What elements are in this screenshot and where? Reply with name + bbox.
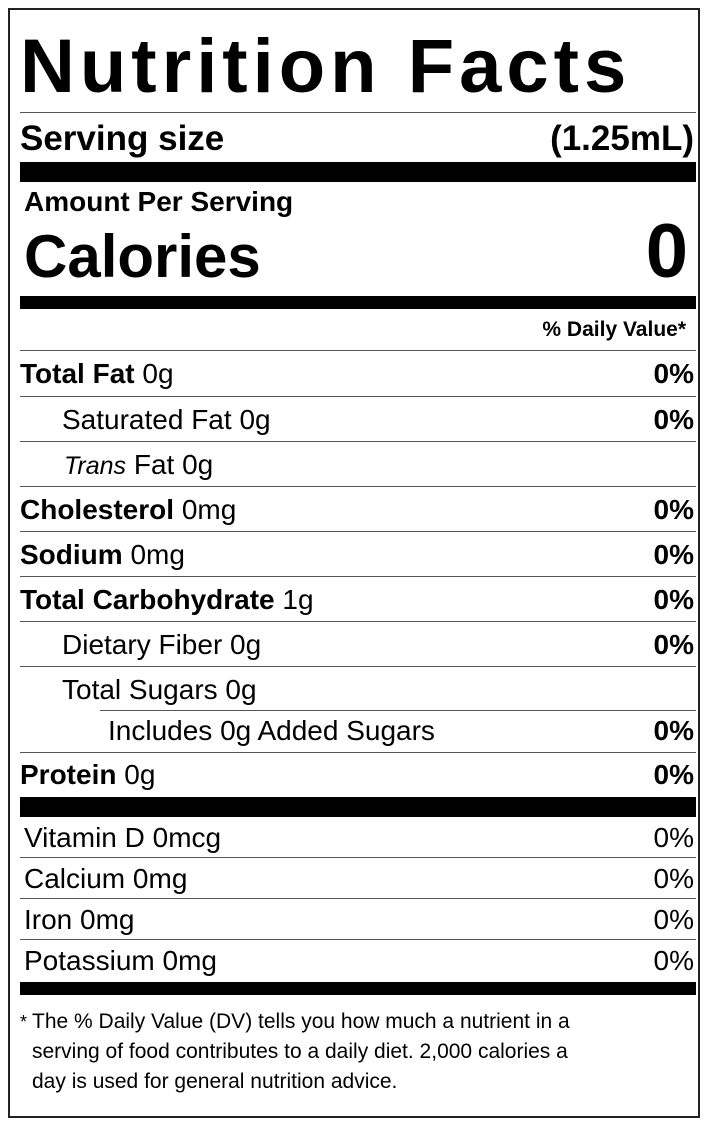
vitamin-row: Potassium 0mg 0% [20,940,694,982]
title: Nutrition Facts [20,24,632,109]
vitamin-name: Vitamin D [24,821,145,853]
footnote-line: The % Daily Value (DV) tells you how muc… [32,1010,570,1033]
nutrient-name-italic: Trans [64,451,127,480]
divider [20,898,696,899]
footnote-line: serving of food contributes to a daily d… [32,1040,568,1063]
nutrient-amount: 0g [239,403,271,435]
calories-value: 0 [645,209,688,294]
vitamin-dv: 0% [653,862,694,894]
nutrient-name: Protein [20,758,117,790]
divider [20,752,696,753]
nutrient-row: Dietary Fiber 0g 0% [20,622,694,667]
nutrient-dv: 0% [653,715,694,746]
nutrient-name: Sodium [20,538,123,570]
nutrient-name: Saturated Fat [62,403,232,435]
nutrient-row: Total Sugars 0g [20,667,694,712]
nutrient-dv: 0% [653,583,694,615]
nutrition-label: Nutrition Facts Serving size (1.25mL) Am… [8,8,700,1118]
vitamin-amount: 0mcg [152,821,222,853]
vitamin-name: Calcium [24,862,126,894]
serving-label: Serving size [20,119,225,158]
nutrient-row: Includes 0g Added Sugars 0% [20,710,694,752]
nutrient-row: Protein 0g 0% [20,752,694,797]
divider [20,531,696,532]
thick-bar [20,296,696,309]
divider [20,576,696,577]
serving-value: (1.25mL) [550,119,694,158]
divider [20,350,696,351]
vitamin-name: Iron [24,903,73,935]
nutrient-amount: 0g [230,628,262,660]
nutrient-amount: 0g [182,448,214,480]
thick-bar [20,162,696,182]
vitamin-amount: 0mg [162,945,217,976]
vitamin-row: Calcium 0mg 0% [20,858,694,899]
nutrient-dv: 0% [653,538,694,570]
vitamin-name: Potassium [24,945,155,976]
divider [20,396,696,397]
nutrient-name: Total Fat [20,357,135,389]
nutrient-dv: 0% [653,758,694,790]
nutrient-row: Cholesterol 0mg 0% [20,487,694,532]
nutrient-amount: 0g [124,758,156,790]
vitamin-dv: 0% [653,821,694,853]
nutrient-row: Trans Fat 0g [20,442,694,487]
thick-bar [20,982,696,995]
vitamin-amount: 0mg [80,903,135,935]
divider [20,112,696,113]
thick-bar [20,797,696,817]
nutrient-dv: 0% [653,403,694,435]
nutrient-amount: 0g [225,673,257,705]
serving-row: Serving size (1.25mL) [20,114,694,164]
nutrient-amount: 0g [142,357,174,389]
divider [20,441,696,442]
calories-label: Calories [24,223,261,290]
nutrient-dv: 0% [653,493,694,525]
nutrient-prefix: Includes [108,715,213,746]
nutrient-row: Total Carbohydrate 1g 0% [20,577,694,622]
daily-value-header: % Daily Value* [542,318,686,341]
nutrient-name: Dietary Fiber [62,628,223,660]
divider [20,666,696,667]
divider [100,710,696,711]
vitamin-dv: 0% [653,903,694,935]
footnote-marker: * [20,1012,28,1032]
vitamin-dv: 0% [653,945,694,976]
nutrient-row: Sodium 0mg 0% [20,532,694,577]
nutrient-amount: 0g [220,715,252,746]
nutrient-amount: 0mg [181,493,237,525]
nutrient-amount: 1g [282,583,314,615]
vitamin-row: Iron 0mg 0% [20,899,694,940]
divider [20,486,696,487]
vitamin-row: Vitamin D 0mcg 0% [20,817,694,858]
divider [20,621,696,622]
divider [20,857,696,858]
nutrient-row: Total Fat 0g 0% [20,351,694,396]
amount-per-serving: Amount Per Serving [24,186,294,217]
vitamin-amount: 0mg [132,862,188,894]
nutrient-amount: 0mg [130,538,185,570]
nutrient-name: Fat [133,448,175,480]
nutrient-name: Added Sugars [257,715,435,746]
nutrient-dv: 0% [653,357,694,389]
nutrient-name: Cholesterol [20,493,175,525]
divider [20,939,696,940]
nutrient-name: Total Sugars [62,673,218,705]
nutrient-dv: 0% [653,628,694,660]
footnote-line: day is used for general nutrition advice… [32,1070,398,1093]
nutrient-name: Total Carbohydrate [20,583,275,615]
nutrient-row: Saturated Fat 0g 0% [20,397,694,442]
